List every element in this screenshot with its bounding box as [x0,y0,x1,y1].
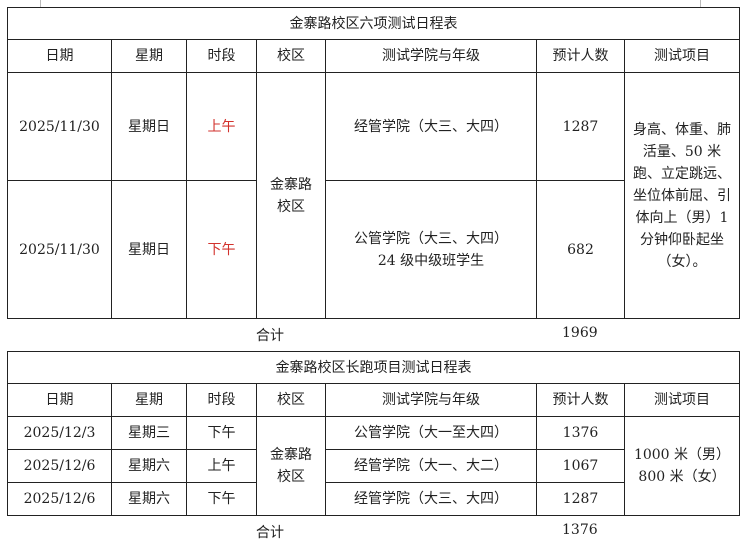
header-period: 时段 [186,383,257,417]
total-value: 1376 [562,522,598,538]
total-label: 合计 [256,328,284,344]
header-weekday: 星期 [111,383,187,417]
date-cell: 2025/11/30 [7,180,112,319]
total-label: 合计 [256,525,284,541]
table-row: 2025/12/6 星期六 下午 经管学院（大三、大四） 1287 [7,482,740,516]
header-campus: 校区 [256,383,326,417]
header-items: 测试项目 [623,39,741,73]
campus-cell: 金寨路校区 [256,72,326,319]
test-items-cell: 1000 米（男） 800 米（女） [623,416,741,516]
test-items-cell: 身高、体重、肺活量、50 米跑、立定跳远、坐位体前屈、引体向上（男）1 分钟仰卧… [623,72,741,319]
college-cell: 经管学院（大三、大四） [325,72,537,181]
count-cell: 1067 [536,449,625,483]
count-cell: 1376 [536,416,625,450]
item-line: 800 米（女） [638,469,726,485]
weekday-cell: 星期日 [111,180,187,319]
date-cell: 2025/12/6 [7,449,112,483]
total-value: 1969 [562,325,598,341]
header-period: 时段 [186,39,257,73]
college-cell: 经管学院（大三、大四） [325,482,537,516]
six-item-schedule-table: 金寨路校区六项测试日程表 日期 星期 时段 校区 测试学院与年级 预计人数 测试… [6,7,741,319]
weekday-cell: 星期六 [111,449,187,483]
header-college: 测试学院与年级 [325,383,537,417]
header-weekday: 星期 [111,39,187,73]
table-title: 金寨路校区六项测试日程表 [6,7,741,40]
date-cell: 2025/12/3 [7,416,112,450]
table-row: 2025/11/30 星期日 下午 公管学院（大三、大四） 24 级中级班学生 6… [7,180,740,319]
table-row: 2025/11/30 星期日 上午 金寨路校区 经管学院（大三、大四） 1287… [7,72,741,319]
header-campus: 校区 [256,39,326,73]
period-cell: 上午 [186,72,257,181]
long-run-schedule-table: 金寨路校区长跑项目测试日程表 日期 星期 时段 校区 测试学院与年级 预计人数 … [6,351,741,516]
table-row: 2025/12/3 星期三 下午 金寨路校区 公管学院（大一至大四） 1376 … [7,416,741,516]
header-count: 预计人数 [536,39,625,73]
campus-cell: 金寨路校区 [256,416,326,516]
date-cell: 2025/12/6 [7,482,112,516]
page-edge [40,0,41,7]
page-edge [700,0,701,7]
weekday-cell: 星期日 [111,72,187,181]
weekday-cell: 星期三 [111,416,187,450]
weekday-cell: 星期六 [111,482,187,516]
period-cell: 上午 [186,449,257,483]
college-line: 24 级中级班学生 [377,252,485,269]
college-cell: 公管学院（大三、大四） 24 级中级班学生 [325,180,537,319]
count-cell: 1287 [536,72,625,181]
period-cell: 下午 [186,482,257,516]
period-cell: 下午 [186,180,257,319]
header-count: 预计人数 [536,383,625,417]
table-title: 金寨路校区长跑项目测试日程表 [6,351,741,384]
item-line: 1000 米（男） [633,447,731,463]
header-items: 测试项目 [623,383,741,417]
header-date: 日期 [7,383,112,417]
college-line: 公管学院（大三、大四） [354,230,508,247]
date-cell: 2025/11/30 [7,72,112,181]
header-college: 测试学院与年级 [325,39,537,73]
header-date: 日期 [7,39,112,73]
period-cell: 下午 [186,416,257,450]
college-cell: 公管学院（大一至大四） [325,416,537,450]
count-cell: 1287 [536,482,625,516]
college-cell: 经管学院（大一、大二） [325,449,537,483]
count-cell: 682 [536,180,625,319]
